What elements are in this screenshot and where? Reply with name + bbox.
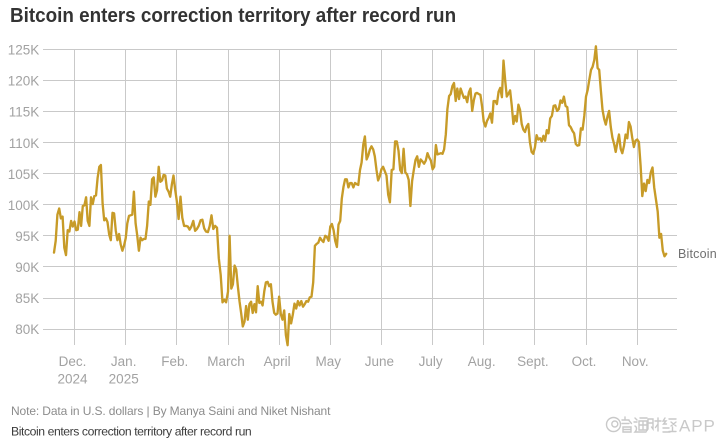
svg-text:95K: 95K [15,229,39,244]
svg-text:April: April [264,354,291,369]
svg-text:120K: 120K [8,74,40,89]
svg-text:Oct.: Oct. [572,354,597,369]
svg-text:85K: 85K [15,291,39,306]
svg-text:80K: 80K [15,322,39,337]
svg-text:May: May [316,354,342,369]
svg-text:Bitcoin enters correction terr: Bitcoin enters correction territory afte… [11,425,251,439]
svg-text:90K: 90K [15,260,39,275]
svg-text:2024: 2024 [57,371,88,386]
svg-text:Nov.: Nov. [622,354,649,369]
svg-text:110K: 110K [9,136,40,151]
svg-text:115K: 115K [9,105,40,120]
svg-text:Jan.: Jan. [111,354,137,369]
svg-text:Dec.: Dec. [59,354,87,369]
svg-text:105K: 105K [8,167,40,182]
svg-text:Bitcoin: Bitcoin [678,247,717,261]
svg-text:Sept.: Sept. [517,354,549,369]
svg-text:June: June [365,354,394,369]
svg-text:Bitcoin enters correction terr: Bitcoin enters correction territory afte… [10,5,456,28]
svg-text:March: March [207,354,245,369]
svg-text:July: July [419,354,443,369]
svg-text:APP: APP [679,416,716,435]
svg-text:Note: Data in U.S. dollars | B: Note: Data in U.S. dollars | By Manya Sa… [11,404,331,418]
svg-text:Feb.: Feb. [161,354,188,369]
svg-text:125K: 125K [8,43,40,58]
svg-text:100K: 100K [8,198,40,213]
svg-text:Aug.: Aug. [468,354,496,369]
svg-text:2025: 2025 [109,371,139,386]
